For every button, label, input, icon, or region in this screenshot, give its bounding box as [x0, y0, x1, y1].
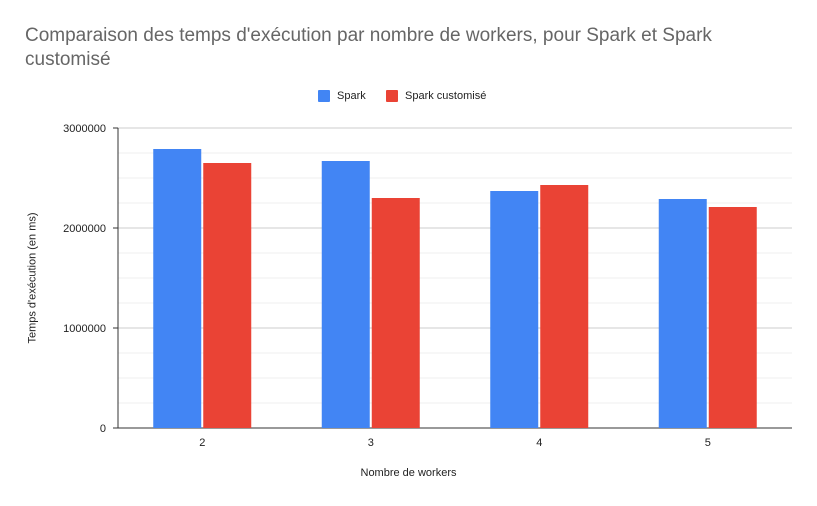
- bar-spark-customise-3: [371, 198, 420, 428]
- x-tick-label: 4: [536, 437, 542, 449]
- y-tick-label: 0: [100, 423, 106, 435]
- bar-spark-2: [153, 149, 202, 428]
- y-tick-label: 2000000: [63, 223, 106, 235]
- legend-item-spark-customise: Spark customisé: [386, 90, 486, 102]
- bar-spark-3: [321, 161, 370, 428]
- bar-spark-customise-2: [203, 163, 252, 428]
- legend-swatch-spark-customise: [386, 90, 398, 102]
- bar-spark-customise-5: [708, 207, 757, 428]
- bar-spark-5: [658, 199, 707, 428]
- x-axis-label: Nombre de workers: [360, 467, 457, 479]
- x-tick-label: 3: [368, 437, 374, 449]
- legend-label-spark: Spark: [337, 90, 366, 102]
- legend: Spark Spark customisé: [0, 90, 817, 106]
- legend-item-spark: Spark: [318, 90, 366, 102]
- y-tick-label: 1000000: [63, 323, 106, 335]
- x-tick-label: 2: [199, 437, 205, 449]
- bar-spark-customise-4: [540, 185, 589, 428]
- x-tick-label: 5: [705, 437, 711, 449]
- chart-title: Comparaison des temps d'exécution par no…: [25, 25, 712, 70]
- y-axis-label: Temps d'exécution (en ms): [26, 212, 39, 344]
- legend-label-spark-customise: Spark customisé: [405, 90, 487, 102]
- bar-spark-4: [490, 191, 539, 428]
- legend-swatch-spark: [318, 90, 330, 102]
- y-tick-label: 3000000: [63, 123, 106, 135]
